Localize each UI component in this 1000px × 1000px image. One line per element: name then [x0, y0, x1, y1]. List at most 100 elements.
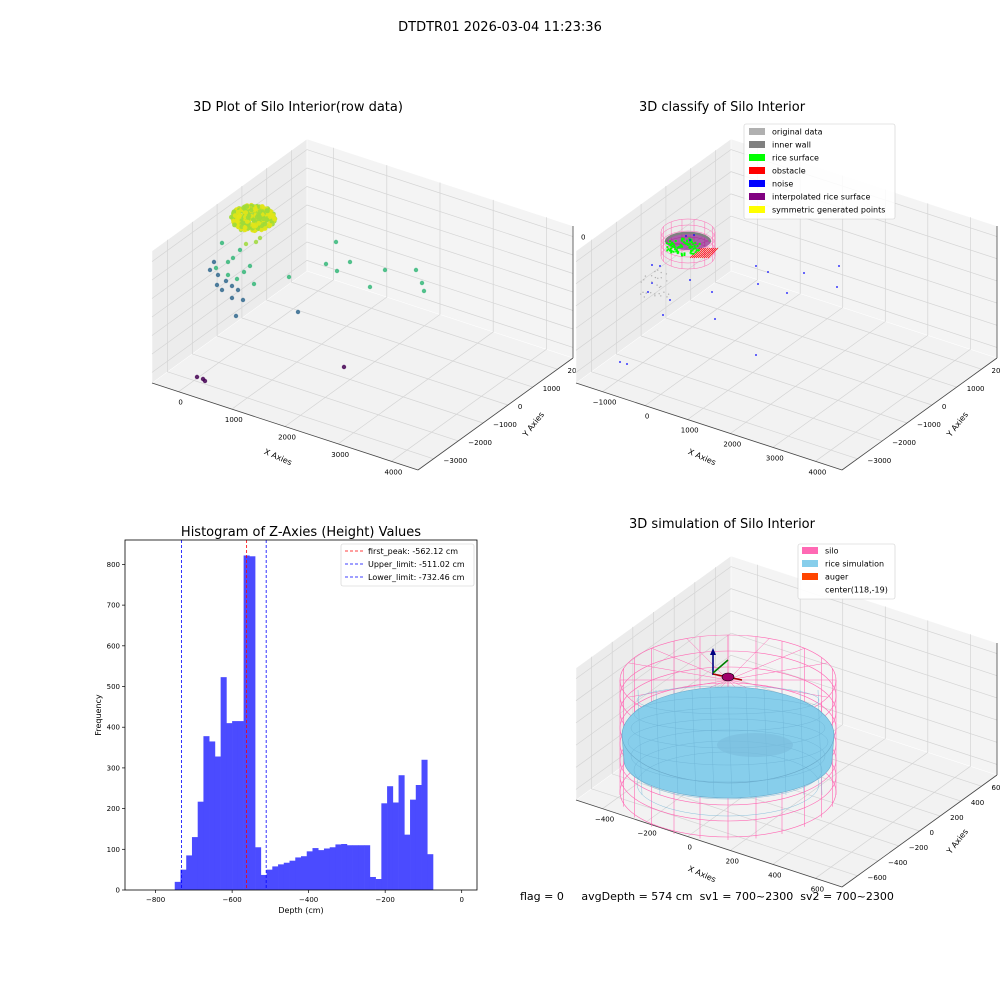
rice-surface-point — [673, 244, 676, 247]
rice-surface-point — [694, 247, 697, 250]
rice-surface-point — [682, 237, 685, 240]
rice-surface-point — [692, 252, 695, 255]
x-axis-label: Depth (cm) — [278, 906, 323, 915]
data-point — [247, 263, 253, 269]
y-tick-label: −600 — [868, 874, 887, 882]
histogram-axes — [122, 539, 478, 893]
legend-label: interpolated rice surface — [772, 193, 870, 202]
x-tick-label: 3000 — [766, 454, 784, 462]
grid-line-z — [151, 260, 574, 373]
data-point — [259, 204, 265, 209]
obstacle-mark — [703, 247, 715, 259]
rice-surface-point — [666, 249, 669, 252]
x-tick-label: −800 — [146, 896, 165, 904]
obstacle-mark — [699, 247, 711, 259]
y-tick-label: 0 — [518, 403, 522, 411]
legend-swatch — [749, 167, 765, 174]
data-point — [367, 284, 373, 290]
status-line: flag = 0 avgDepth = 574 cm sv1 = 700~230… — [520, 890, 894, 903]
rice-surface-point — [665, 242, 668, 245]
data-point — [207, 267, 213, 273]
legend-box — [743, 123, 896, 220]
noise-point — [685, 235, 687, 237]
raw-points — [194, 202, 427, 384]
grid-line-z — [151, 186, 574, 299]
rice-surface-point — [688, 237, 691, 240]
legend-label: first_peak: -562.12 cm — [368, 547, 458, 556]
grid-line-z — [151, 204, 574, 318]
grid-line-x — [391, 217, 547, 462]
silo-wire — [727, 662, 828, 681]
histogram-bar — [214, 756, 221, 890]
data-point — [235, 287, 241, 293]
x-tick-label: 4000 — [808, 468, 826, 476]
x-axis-line — [575, 382, 843, 471]
legend-label: silo — [825, 547, 839, 556]
histogram-bar — [249, 556, 256, 890]
y-axis-label: Frequency — [94, 694, 103, 736]
rice-surface-point — [671, 245, 674, 248]
original-data-point — [654, 295, 656, 297]
status-sv1: sv1 = 700~2300 — [699, 890, 794, 903]
data-point — [214, 282, 220, 288]
data-point — [244, 204, 250, 209]
grid-line-y — [291, 150, 558, 370]
data-point — [264, 217, 270, 223]
original-data-point — [642, 291, 644, 293]
rice-surface-point — [689, 239, 692, 242]
histogram-bar — [392, 802, 399, 890]
rice-surface-point — [670, 247, 673, 250]
rice-mesh-line — [673, 689, 679, 796]
grid-line-x — [337, 199, 494, 445]
x-tick-label: 0 — [459, 896, 463, 904]
data-point — [382, 267, 388, 273]
rice-surface-point — [670, 249, 673, 252]
rice-surface-point — [686, 239, 688, 242]
status-sv2: sv2 = 700~2300 — [800, 890, 894, 903]
x-tick-label: 2000 — [278, 434, 296, 442]
silo-wire — [727, 647, 805, 681]
surface-blob — [229, 202, 278, 234]
y-tick-label: 800 — [107, 561, 120, 569]
data-point — [251, 218, 257, 223]
rice-surface-point — [670, 251, 673, 254]
obstacle-mark — [691, 247, 703, 259]
histogram-bar — [209, 741, 216, 890]
legend-label: Upper_limit: -511.02 cm — [368, 560, 465, 569]
legend-box — [797, 543, 896, 600]
data-point — [215, 272, 221, 278]
original-data-point — [665, 273, 668, 275]
data-point — [286, 274, 292, 280]
histogram-bar — [329, 847, 336, 890]
y-tick-label: −1000 — [493, 421, 517, 429]
y-axis-label: Y Axies — [520, 410, 546, 439]
histogram-bar — [387, 786, 394, 890]
data-point — [213, 265, 219, 271]
legend-label: Lower_limit: -732.46 cm — [368, 573, 465, 582]
grid-line-x — [178, 147, 334, 392]
noise-point — [755, 354, 757, 356]
rice-surface-point — [674, 240, 677, 242]
histogram-bar — [295, 857, 302, 890]
rice-mesh-line — [817, 689, 823, 796]
histogram-bar — [341, 844, 348, 890]
rice-surface-point — [678, 246, 681, 248]
noise-point — [693, 234, 695, 236]
original-data-point — [658, 286, 661, 289]
data-point — [202, 378, 208, 384]
x-tick-label: −600 — [223, 896, 242, 904]
obstacle-mark — [697, 247, 709, 259]
grid-line-z — [575, 215, 998, 329]
legend-swatch — [749, 206, 765, 213]
histogram-bar — [272, 866, 279, 890]
noise-point — [626, 363, 628, 365]
legend-swatch — [749, 193, 765, 200]
legend-label: original data — [772, 128, 823, 137]
rice-surface-point — [666, 246, 669, 249]
grid-line-z — [575, 260, 998, 373]
x-tick-label: 0 — [178, 399, 182, 407]
original-data-point — [663, 291, 665, 293]
original-data-point — [640, 293, 642, 295]
grid-line-x — [772, 620, 929, 865]
rice-surface-point — [690, 245, 692, 248]
